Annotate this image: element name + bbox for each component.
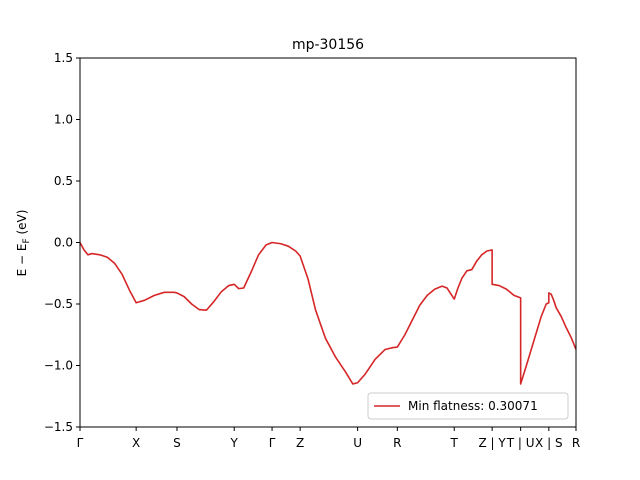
x-tick-label: R [572, 436, 580, 450]
y-tick-label: 1.0 [54, 113, 73, 127]
band-line-0 [79, 241, 577, 385]
x-tick-label: U [353, 436, 362, 450]
y-axis-label-main: E − E [15, 244, 29, 277]
x-tick-label: T [450, 436, 459, 450]
y-tick-label: −1.0 [44, 359, 73, 373]
y-tick-label: −1.5 [44, 420, 73, 434]
plot-frame [79, 57, 577, 428]
legend-label: Min flatness: 0.30071 [408, 399, 538, 413]
x-tick-label: Z [296, 436, 304, 450]
y-axis-label: E − EF (eV) [15, 210, 32, 277]
y-tick-label: 0.5 [54, 174, 73, 188]
x-tick-label: X | S [535, 436, 563, 450]
chart-title: mp-30156 [292, 37, 364, 53]
y-axis-label-subscript: F [22, 238, 32, 243]
y-tick-label: 0.0 [54, 236, 73, 250]
x-tick-label: X [132, 436, 140, 450]
x-tick-label: Γ [77, 436, 84, 450]
x-tick-label: S [173, 436, 181, 450]
y-tick-label: −0.5 [44, 297, 73, 311]
x-tick-label: Y [230, 436, 239, 450]
x-tick-label: Γ [269, 436, 276, 450]
y-tick-label: 1.5 [54, 51, 73, 65]
legend-box [367, 392, 569, 420]
y-axis-label-unit: (eV) [15, 210, 29, 239]
x-tick-label: R [393, 436, 401, 450]
legend: Min flatness: 0.30071 [367, 392, 569, 420]
x-tick-label: Z | Y [479, 436, 507, 450]
x-tick-label: T | U [506, 436, 535, 450]
plot-area [79, 241, 577, 385]
